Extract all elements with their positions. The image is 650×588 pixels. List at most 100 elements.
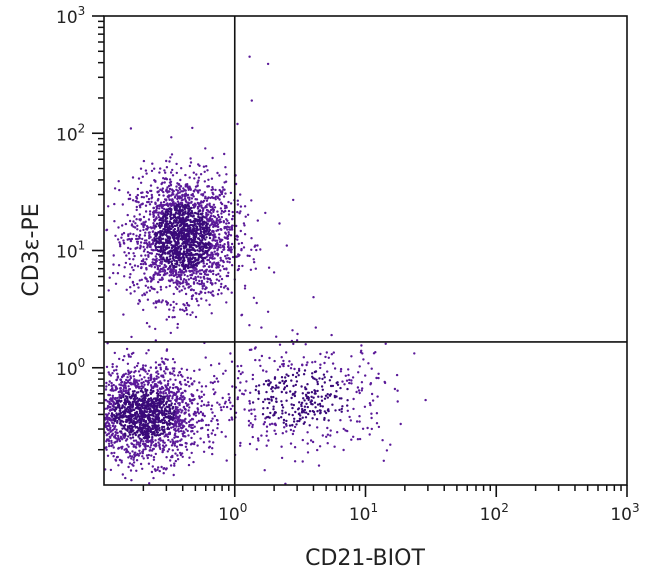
data-point	[151, 386, 155, 390]
data-point	[210, 177, 214, 180]
data-point	[107, 205, 110, 208]
data-point	[161, 276, 164, 279]
data-point	[312, 410, 316, 414]
data-point	[214, 433, 217, 437]
data-point	[254, 358, 257, 362]
data-point	[320, 395, 323, 398]
data-point	[211, 239, 214, 242]
data-point	[228, 249, 231, 252]
data-point	[207, 403, 210, 407]
data-point	[224, 166, 227, 169]
data-point	[206, 273, 210, 276]
data-point	[108, 393, 112, 397]
data-point	[127, 252, 131, 255]
data-point	[285, 391, 288, 394]
data-point	[183, 266, 186, 269]
data-point	[205, 423, 208, 427]
data-point	[164, 273, 167, 276]
data-point	[155, 413, 158, 417]
data-point	[227, 244, 230, 248]
data-point	[314, 326, 317, 329]
data-point	[225, 459, 228, 462]
data-point	[116, 400, 119, 403]
data-point	[165, 412, 168, 416]
data-point	[148, 237, 151, 240]
data-point	[312, 296, 315, 299]
data-point	[156, 267, 159, 271]
data-point	[129, 239, 133, 243]
data-point	[362, 358, 365, 361]
data-point	[203, 414, 206, 418]
data-point	[182, 260, 186, 263]
data-point	[152, 456, 156, 459]
data-point	[201, 226, 204, 229]
data-point	[141, 455, 144, 458]
data-point	[202, 275, 206, 278]
data-point	[141, 294, 144, 297]
data-point	[173, 374, 176, 377]
data-point	[252, 296, 256, 299]
data-point	[120, 406, 124, 410]
data-point	[180, 398, 183, 401]
data-point	[266, 310, 270, 313]
data-point	[200, 206, 203, 209]
data-point	[255, 448, 258, 451]
data-point	[184, 210, 187, 213]
data-point	[165, 214, 169, 217]
data-point	[177, 242, 180, 245]
data-point	[169, 208, 173, 211]
data-point	[151, 410, 155, 413]
data-point	[179, 205, 182, 208]
data-point	[174, 270, 177, 274]
data-point	[280, 445, 283, 448]
data-point	[164, 389, 167, 392]
data-point	[170, 426, 173, 429]
data-point	[248, 402, 252, 405]
data-point	[115, 378, 118, 382]
data-point	[131, 433, 134, 436]
data-point	[172, 370, 175, 373]
data-point	[206, 433, 210, 437]
data-point	[183, 228, 187, 231]
data-point	[303, 369, 307, 372]
data-point	[164, 241, 167, 244]
data-point	[120, 236, 123, 239]
data-point	[162, 190, 165, 194]
data-point	[197, 189, 200, 192]
data-point	[220, 209, 224, 213]
data-point	[156, 390, 160, 393]
data-point	[177, 205, 181, 208]
data-point	[144, 444, 148, 448]
data-point	[170, 402, 173, 405]
data-point	[161, 299, 164, 302]
data-point	[180, 427, 183, 430]
data-point	[173, 259, 176, 262]
data-point	[147, 393, 150, 397]
data-point	[188, 207, 191, 210]
data-point	[229, 407, 232, 411]
data-point	[367, 362, 370, 365]
data-point	[133, 264, 137, 267]
data-point	[178, 402, 181, 405]
data-point	[191, 382, 194, 385]
data-point	[220, 292, 223, 295]
data-point	[188, 406, 191, 409]
data-point	[128, 414, 131, 418]
data-point	[160, 219, 163, 222]
data-point	[189, 161, 193, 164]
data-point	[375, 376, 378, 380]
data-point	[197, 304, 200, 307]
data-point	[189, 248, 193, 252]
data-point	[222, 188, 225, 191]
data-point	[164, 392, 168, 395]
data-point	[155, 424, 158, 427]
data-point	[291, 392, 295, 396]
data-point	[116, 434, 120, 438]
data-point	[216, 213, 220, 217]
data-point	[148, 243, 152, 247]
data-point	[179, 244, 183, 247]
data-point	[193, 238, 197, 241]
data-point	[177, 226, 180, 230]
data-point	[211, 186, 214, 189]
data-point	[200, 400, 204, 403]
